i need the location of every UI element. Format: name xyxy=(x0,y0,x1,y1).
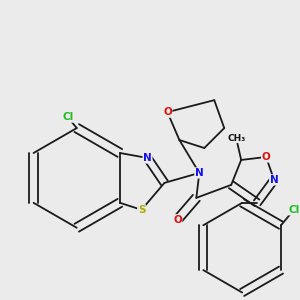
Text: Cl: Cl xyxy=(62,112,74,122)
Text: N: N xyxy=(143,153,152,163)
Text: Cl: Cl xyxy=(288,205,300,215)
Text: N: N xyxy=(195,168,204,178)
Text: S: S xyxy=(138,205,145,215)
Text: N: N xyxy=(270,175,278,185)
Text: CH₃: CH₃ xyxy=(227,134,245,142)
Text: O: O xyxy=(163,107,172,117)
Text: O: O xyxy=(173,215,182,225)
Text: O: O xyxy=(262,152,271,162)
